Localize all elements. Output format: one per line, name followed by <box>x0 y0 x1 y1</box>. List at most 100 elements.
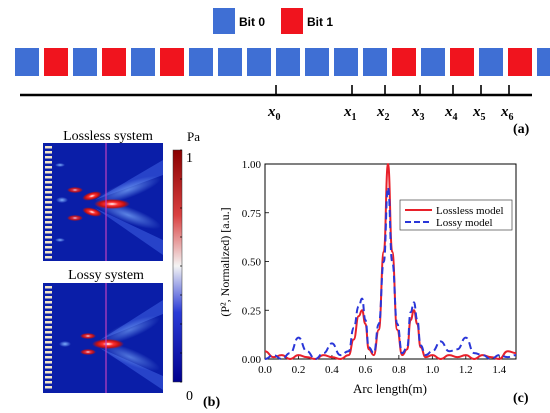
transducer-stripe <box>45 306 52 309</box>
transducer-stripe <box>45 221 52 224</box>
transducer-stripe <box>45 381 52 384</box>
panel-b: Lossless system Lossy system <box>43 129 220 410</box>
position-markers: x0 x1 x2 x3 x4 x5 x6 <box>267 85 514 123</box>
bit0-block <box>218 48 242 76</box>
legend-lossy-label: Lossy model <box>436 217 493 229</box>
bit0-block <box>421 48 445 76</box>
position-label: x1 <box>343 104 357 123</box>
y-tick-label: 0.75 <box>242 208 262 220</box>
transducer-stripe <box>45 161 52 164</box>
transducer-stripe <box>45 211 52 214</box>
lossy-field-map <box>43 283 163 393</box>
transducer-stripe <box>45 321 52 324</box>
transducer-stripe <box>45 231 52 234</box>
position-label: x0 <box>267 104 281 123</box>
colorbar-unit: Pa <box>187 129 200 144</box>
transducer-stripe <box>45 201 52 204</box>
position-label: x5 <box>472 104 486 123</box>
colorbar-max-label: 1 <box>186 151 193 166</box>
bit0-block <box>276 48 300 76</box>
transducer-stripe <box>45 186 52 189</box>
bit0-block <box>15 48 39 76</box>
transducer-stripe <box>45 376 52 379</box>
transducer-stripe <box>45 241 52 244</box>
bit1-block <box>450 48 474 76</box>
legend-box <box>399 199 513 231</box>
position-subscript: 5 <box>481 112 486 123</box>
bit-legend: Bit 0 Bit 1 <box>213 8 333 34</box>
position-label: x2 <box>376 104 390 123</box>
position-label: x6 <box>500 104 514 123</box>
transducer-stripe <box>45 291 52 294</box>
transducer-stripe <box>45 166 52 169</box>
bit-sequence <box>15 48 550 76</box>
transducer-stripe <box>45 216 52 219</box>
x-tick-label: 0.6 <box>359 364 373 376</box>
x-tick-label: 1.2 <box>459 364 473 376</box>
transducer-stripe <box>45 206 52 209</box>
x-tick-label: 0.2 <box>292 364 306 376</box>
bit0-block <box>479 48 503 76</box>
x-axis-label: Arc length(m) <box>353 381 427 396</box>
transducer-stripe <box>45 251 52 254</box>
bit0-block <box>363 48 387 76</box>
x-tick-label: 1.4 <box>492 364 506 376</box>
transducer-stripe <box>45 156 52 159</box>
transducer-stripe <box>45 326 52 329</box>
y-tick-label: 0.50 <box>242 257 262 269</box>
transducer-stripe <box>45 366 52 369</box>
position-label: x3 <box>411 104 425 123</box>
transducer-stripe <box>45 336 52 339</box>
panel-b-label: (b) <box>203 395 220 410</box>
position-subscript: 4 <box>453 112 458 123</box>
position-subscript: 3 <box>420 112 425 123</box>
position-subscript: 0 <box>276 112 281 123</box>
bit0-block <box>189 48 213 76</box>
position-subscript: 2 <box>385 112 390 123</box>
bit1-label: Bit 1 <box>307 15 333 29</box>
transducer-stripe <box>45 151 52 154</box>
bit1-block <box>508 48 532 76</box>
colorbar-min-label: 0 <box>186 389 193 404</box>
x-tick-label: 0.0 <box>258 364 272 376</box>
bit0-block <box>131 48 155 76</box>
bit0-block <box>305 48 329 76</box>
transducer-stripe <box>45 146 52 149</box>
x-tick-label: 0.8 <box>392 364 406 376</box>
transducer-stripe <box>45 371 52 374</box>
transducer-stripe <box>45 171 52 174</box>
y-tick-label: 0.00 <box>242 354 262 366</box>
transducer-stripe <box>45 226 52 229</box>
transducer-stripe <box>45 356 52 359</box>
transducer-stripe <box>45 346 52 349</box>
y-tick-label: 1.00 <box>242 159 262 171</box>
bit0-block <box>334 48 358 76</box>
series-lines <box>264 162 517 361</box>
transducer-stripe <box>45 236 52 239</box>
colorbar-ticks <box>180 149 182 383</box>
transducer-stripe <box>45 176 52 179</box>
series-lossless-line <box>264 162 517 361</box>
transducer-stripe <box>45 296 52 299</box>
transducer-stripe <box>45 181 52 184</box>
bit1-swatch <box>281 8 303 34</box>
x-tick-label: 0.4 <box>325 364 339 376</box>
bit0-block <box>537 48 550 76</box>
bit1-block <box>44 48 68 76</box>
bit0-label: Bit 0 <box>239 15 265 29</box>
chart-legend: Lossless model Lossy model <box>399 199 513 231</box>
lossless-field-map <box>43 143 163 261</box>
transducer-stripe <box>45 196 52 199</box>
x-axis-ticks: 0.0 0.2 0.4 0.6 0.8 1.0 1.2 1.4 <box>258 355 507 376</box>
panel-a-label: (a) <box>513 122 530 137</box>
transducer-stripe <box>45 341 52 344</box>
bit0-block <box>247 48 271 76</box>
transducer-stripe <box>45 311 52 314</box>
panel-c: 0.00 0.25 0.50 0.75 1.00 0.0 0.2 0.4 0.6 0.8 1.0 1… <box>218 159 529 406</box>
transducer-stripe <box>45 191 52 194</box>
lossy-system-title: Lossy system <box>68 268 144 283</box>
transducer-stripe <box>45 386 52 389</box>
bit1-block <box>392 48 416 76</box>
transducer-stripe <box>45 331 52 334</box>
